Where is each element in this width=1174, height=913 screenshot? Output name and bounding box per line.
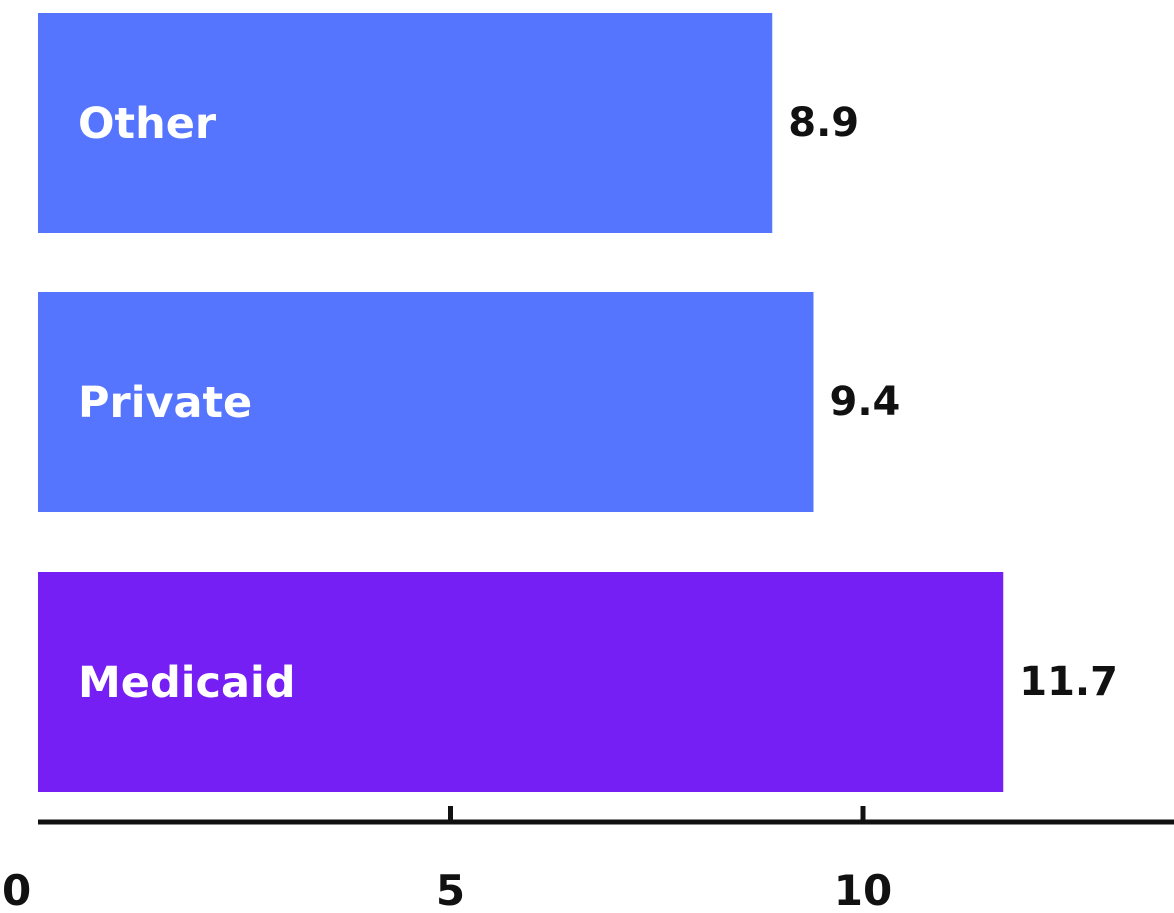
bar-private [38,292,814,512]
bar-label-medicaid: Medicaid [78,658,296,708]
x-tick-label-10: 10 [834,866,892,913]
value-label-other: 8.9 [788,100,859,146]
value-label-private: 9.4 [830,379,901,425]
value-label-medicaid: 11.7 [1019,659,1118,705]
bar-other [38,13,773,233]
bars-layer: Other 8.9 Private 9.4 Medicaid 11.7 [38,13,1118,792]
bar-medicaid [38,572,1004,792]
bar-label-other: Other [78,99,217,149]
x-tick-label-0: 0 [2,866,31,913]
x-tick-label-5: 5 [436,866,465,913]
x-axis: 0 5 10 [2,806,1174,913]
bar-label-private: Private [78,378,252,428]
